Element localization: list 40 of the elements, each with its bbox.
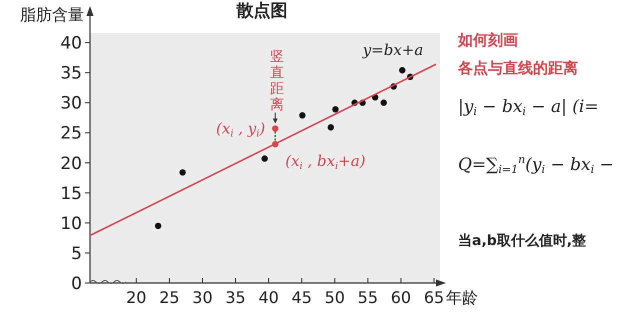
x-tick-label: 45 (292, 288, 312, 307)
y-tick-label: 35 (60, 64, 82, 84)
text: Q=∑$_{i=1}$$^{n}$(y$_{i}$ − bx$_{i}$ − (458, 153, 614, 176)
annotation: y=bx+a (362, 41, 424, 59)
y-tick-label: 10 (60, 214, 82, 234)
x-tick-label: 55 (358, 288, 378, 307)
x-tick-label: 65 (424, 288, 444, 307)
point (272, 125, 278, 132)
y-tick-label: 25 (60, 124, 82, 144)
point (328, 124, 334, 131)
x-tick-label: 20 (126, 288, 146, 307)
y-tick-label: 30 (60, 94, 82, 114)
x-tick-label: 40 (258, 288, 279, 307)
x-tick-label: 30 (192, 288, 213, 307)
x-tick-label: 35 (225, 288, 246, 307)
y-tick-label: 0 (71, 274, 82, 294)
chart-title: 散点图 (236, 1, 288, 21)
point (332, 106, 339, 113)
x-tick-label: 50 (324, 288, 345, 307)
text: 各点与直线的距离 (457, 59, 578, 77)
annotation: 竖直距离 (270, 49, 284, 113)
text: 当a,b取什么值时,整 (458, 233, 588, 249)
annotation: (x$_{i}$ , bx$_{i}$+a) (285, 152, 366, 172)
x-tick-label: 25 (159, 288, 180, 307)
text: 如何刻画 (457, 31, 518, 49)
point (380, 100, 387, 106)
y-tick-label: 5 (71, 244, 82, 264)
point (299, 112, 306, 119)
y-tick-label: 15 (60, 184, 82, 204)
point (261, 155, 268, 162)
text: |y$_{i}$ − bx$_{i}$ − a| (i= (458, 97, 599, 118)
point (399, 67, 406, 74)
point (154, 222, 162, 230)
y-tick-label: 20 (60, 154, 82, 174)
y-tick-label: 40 (60, 34, 82, 54)
annotation: (x$_{i}$ , y$_{i}$) (216, 120, 266, 140)
point (179, 169, 186, 176)
y-axis-title: 脂肪含量 (20, 5, 84, 24)
x-axis-title: 年龄 (446, 288, 478, 307)
x-tick-label: 60 (390, 288, 412, 307)
